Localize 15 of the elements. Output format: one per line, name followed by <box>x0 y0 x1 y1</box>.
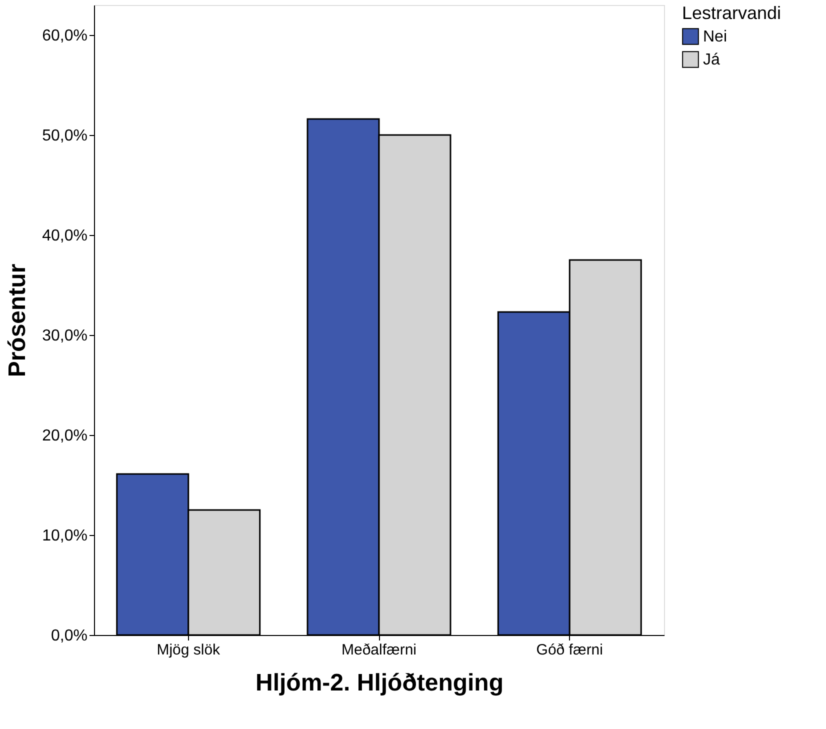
legend-title: Lestrarvandi <box>682 3 782 23</box>
y-axis-title: Prósentur <box>4 264 32 378</box>
x-tick-label: Mjög slök <box>156 642 221 658</box>
y-tick-label: 0,0% <box>51 628 88 644</box>
y-tick-label: 40,0% <box>42 228 88 244</box>
y-tick-label: 60,0% <box>42 28 88 44</box>
y-tick-label: 50,0% <box>42 128 88 144</box>
y-tick-label: 20,0% <box>42 428 88 444</box>
y-tick-label: 30,0% <box>42 328 88 344</box>
y-tick-label: 10,0% <box>42 528 88 544</box>
x-axis-title: Hljóm-2. Hljóðtenging <box>256 670 504 696</box>
legend-label: Nei <box>703 28 728 46</box>
x-tick-label: Meðalfærni <box>341 642 417 658</box>
legend-label: Já <box>703 52 720 68</box>
x-tick-label: Góð færni <box>536 642 603 658</box>
